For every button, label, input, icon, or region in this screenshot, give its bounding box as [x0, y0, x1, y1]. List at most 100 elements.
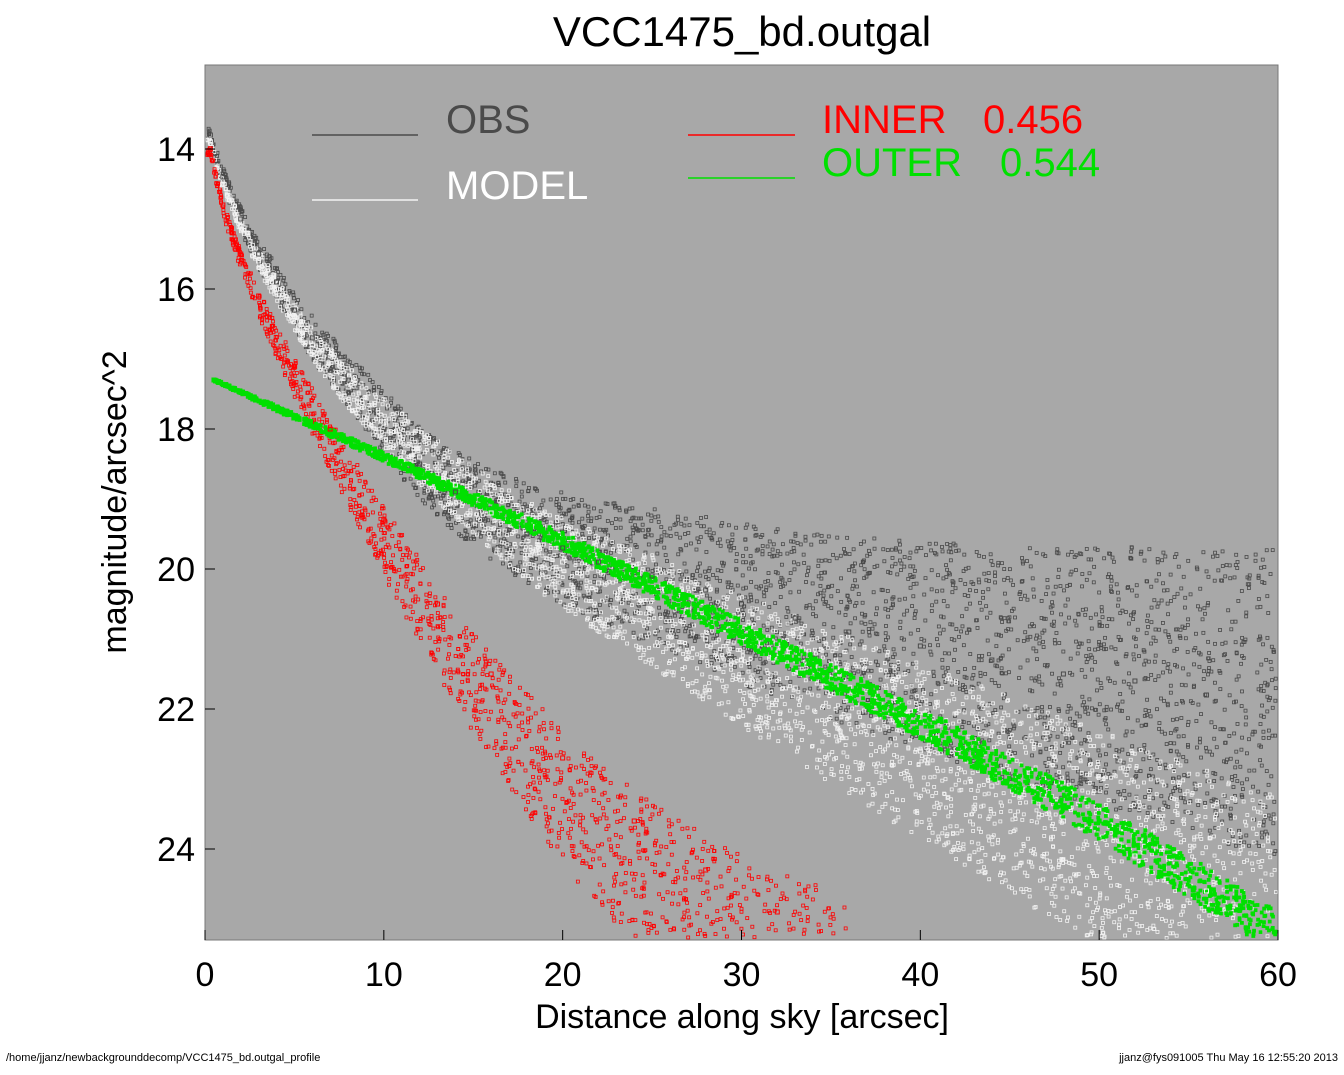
scatter-dot [1149, 605, 1154, 610]
scatter-dot [1235, 721, 1240, 726]
scatter-dot [1118, 708, 1123, 713]
scatter-dot [699, 516, 703, 520]
scatter-dot [570, 515, 575, 520]
scatter-dot [368, 378, 372, 382]
scatter-dot [822, 637, 826, 641]
scatter-dot [802, 561, 807, 565]
scatter-dot [1123, 610, 1128, 614]
scatter-dot [734, 525, 739, 530]
scatter-dot [1056, 707, 1061, 712]
scatter-dot [971, 673, 976, 677]
scatter-dot [835, 589, 840, 594]
scatter-dot [398, 445, 403, 449]
scatter-dot [1061, 765, 1066, 770]
scatter-dot [982, 571, 987, 576]
scatter-dot [1050, 671, 1054, 676]
scatter-dot [1266, 611, 1271, 615]
scatter-dot [888, 570, 893, 575]
scatter-dot [1012, 724, 1017, 729]
scatter-dot [936, 643, 941, 648]
scatter-dot [1042, 715, 1047, 720]
scatter-dot [715, 632, 720, 637]
scatter-dot [890, 727, 895, 731]
scatter-dot [454, 468, 459, 473]
scatter-dot [1074, 553, 1079, 558]
scatter-dot [1018, 590, 1023, 595]
scatter-dot [420, 498, 425, 503]
scatter-dot [326, 343, 331, 348]
scatter-dot [770, 547, 775, 552]
scatter-dot [1214, 745, 1219, 750]
scatter-dot [1255, 670, 1260, 675]
scatter-dot [712, 667, 717, 672]
scatter-dot [819, 570, 824, 575]
scatter-dot [961, 569, 966, 573]
scatter-dot [1183, 809, 1188, 814]
scatter-dot [507, 565, 511, 570]
scatter-dot [498, 470, 503, 475]
scatter-dot [1161, 660, 1166, 664]
scatter-dot [1238, 764, 1243, 769]
scatter-dot [797, 589, 802, 594]
scatter-dot [847, 552, 852, 556]
scatter-dot [1005, 576, 1010, 580]
scatter-dot [974, 618, 978, 623]
scatter-dot [1089, 626, 1094, 631]
scatter-dot [1052, 619, 1056, 624]
scatter-dot [234, 198, 239, 203]
scatter-dot [1084, 577, 1089, 582]
scatter-dot [1262, 581, 1267, 585]
scatter-dot [1040, 709, 1044, 714]
scatter-dot [1174, 702, 1179, 707]
scatter-dot [1166, 805, 1171, 809]
scatter-dot [885, 589, 890, 593]
scatter-dot [275, 266, 279, 271]
scatter-dot [940, 657, 945, 662]
scatter-dot [1022, 736, 1027, 741]
scatter-dot [1083, 674, 1088, 679]
scatter-dot [778, 595, 783, 599]
scatter-dot [762, 594, 767, 599]
scatter-dot [1233, 640, 1238, 645]
scatter-dot [1127, 807, 1132, 812]
scatter-dot [1150, 774, 1155, 779]
scatter-dot [1120, 699, 1125, 704]
scatter-dot [833, 653, 837, 658]
scatter-dot [1199, 755, 1203, 760]
scatter-dot [563, 496, 568, 501]
scatter-dot [1099, 605, 1104, 610]
scatter-dot [936, 573, 940, 578]
scatter-dot [1074, 711, 1079, 716]
scatter-dot [1138, 769, 1143, 774]
scatter-dot [1121, 760, 1126, 765]
scatter-dot [1004, 600, 1009, 605]
scatter-dot [1220, 564, 1225, 568]
scatter-dot [296, 298, 300, 302]
scatter-dot [514, 477, 518, 481]
scatter-dot [1142, 558, 1147, 563]
scatter-dot [1059, 683, 1064, 688]
scatter-dot [986, 571, 991, 575]
scatter-dot [1153, 627, 1158, 632]
scatter-dot [1032, 594, 1036, 599]
scatter-dot [985, 638, 990, 643]
scatter-dot [291, 292, 296, 297]
scatter-dot [1114, 807, 1118, 812]
scatter-dot [1097, 620, 1102, 625]
scatter-dot [1181, 666, 1185, 671]
scatter-dot [1202, 606, 1207, 611]
scatter-dot [566, 555, 571, 560]
scatter-dot [592, 574, 597, 579]
scatter-dot [961, 683, 965, 687]
scatter-dot [1261, 729, 1266, 734]
scatter-dot [1195, 745, 1199, 750]
scatter-dot [560, 522, 565, 526]
scatter-dot [838, 653, 843, 658]
scatter-dot [868, 620, 873, 625]
scatter-dot [939, 614, 944, 619]
scatter-dot [1243, 708, 1248, 713]
scatter-dot [701, 524, 706, 529]
scatter-dot [950, 622, 955, 627]
scatter-dot [1256, 789, 1261, 794]
scatter-dot [645, 626, 649, 631]
